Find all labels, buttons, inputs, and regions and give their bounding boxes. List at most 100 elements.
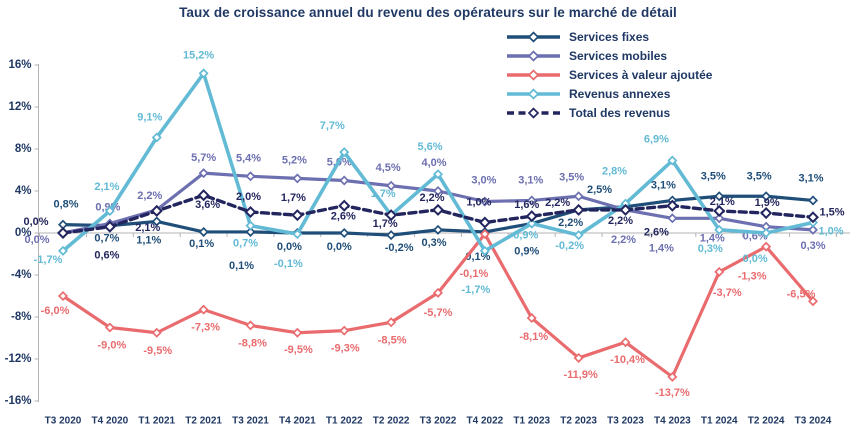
data-point-marker-total-des-revenus-9 — [478, 216, 491, 229]
data-label-revenus-annexes-6: 7,7% — [320, 120, 345, 132]
data-point-marker-services-fixes-3 — [198, 226, 209, 237]
data-label-total-des-revenus-8: 2,2% — [419, 192, 444, 204]
data-point-marker-revenus-annexes-4 — [245, 220, 256, 231]
data-point-marker-services-valeur-ajoutee-7 — [386, 317, 397, 328]
data-label-total-des-revenus-9: 1,0% — [466, 197, 491, 209]
data-point-marker-services-mobiles-9 — [479, 196, 490, 207]
data-label-total-des-revenus-15: 1,9% — [755, 197, 780, 209]
data-point-marker-total-des-revenus-10 — [525, 210, 538, 223]
data-label-services-valeur-ajoutee-6: -9,3% — [331, 343, 360, 355]
data-label-services-valeur-ajoutee-13: -13,7% — [655, 387, 690, 399]
data-label-services-fixes-1: 0,7% — [94, 233, 119, 245]
data-point-marker-revenus-annexes-3 — [198, 68, 209, 79]
data-label-revenus-annexes-12: 2,8% — [602, 166, 627, 178]
data-label-services-mobiles-12: 2,2% — [611, 234, 636, 246]
data-label-total-des-revenus-13: 2,6% — [644, 227, 669, 239]
data-point-marker-services-valeur-ajoutee-15 — [761, 241, 772, 252]
legend-label-services-fixes: Services fixes — [569, 30, 650, 44]
data-label-services-mobiles-4: 5,4% — [236, 152, 261, 164]
data-point-marker-revenus-annexes-0 — [57, 245, 69, 256]
data-label-total-des-revenus-3: 3,6% — [195, 199, 220, 211]
data-label-services-fixes-2: 1,1% — [136, 234, 161, 246]
data-label-services-fixes-0: 0,8% — [53, 199, 78, 211]
data-point-marker-services-fixes-6 — [339, 227, 350, 239]
data-label-services-valeur-ajoutee-7: -8,5% — [378, 334, 407, 346]
x-tick-label: T1 2021 — [138, 416, 175, 427]
data-label-services-mobiles-10: 3,1% — [518, 174, 543, 186]
data-point-marker-total-des-revenus-5 — [291, 209, 304, 222]
data-label-total-des-revenus-5: 1,7% — [281, 192, 306, 204]
legend-swatch-revenus-annexes — [507, 88, 560, 100]
data-label-total-des-revenus-14: 2,1% — [710, 196, 735, 208]
data-point-marker-services-fixes-4 — [245, 226, 256, 237]
data-label-services-mobiles-16: 0,3% — [800, 240, 825, 252]
data-label-services-valeur-ajoutee-10: -8,1% — [519, 331, 548, 343]
data-label-revenus-annexes-15: 0,0% — [743, 253, 768, 265]
data-point-marker-total-des-revenus-1 — [103, 220, 116, 233]
legend-marker-services-mobiles — [527, 50, 540, 62]
data-point-marker-services-valeur-ajoutee-16 — [807, 296, 819, 307]
data-point-marker-total-des-revenus-6 — [338, 199, 351, 212]
x-tick-label: T4 2023 — [654, 416, 691, 427]
data-point-marker-services-fixes-16 — [807, 195, 819, 206]
y-tick-label: 0% — [15, 227, 32, 239]
data-label-services-fixes-16: 3,1% — [798, 172, 823, 184]
legend-item-services-mobiles: Services mobiles — [506, 49, 712, 63]
y-tick-label: 8% — [15, 143, 32, 155]
data-label-services-fixes-4: 0,1% — [229, 260, 254, 272]
data-point-marker-services-fixes-7 — [386, 230, 397, 241]
data-label-services-valeur-ajoutee-0: -6,0% — [41, 305, 70, 317]
x-tick-label: T2 2023 — [560, 416, 597, 427]
legend-marker-services-fixes — [527, 31, 540, 43]
data-point-marker-total-des-revenus-0 — [56, 226, 70, 240]
y-tick-label: -12% — [5, 353, 32, 365]
legend-label-services-valeur-ajoutee: Services à valeur ajoutée — [569, 68, 713, 82]
x-tick-label: T3 2022 — [420, 416, 457, 427]
legend-swatch-services-mobiles — [507, 50, 560, 62]
data-point-marker-services-valeur-ajoutee-8 — [432, 287, 444, 298]
chart-title: Taux de croissance annuel du revenu des … — [179, 5, 677, 20]
data-point-marker-revenus-annexes-9 — [479, 245, 490, 256]
data-label-services-valeur-ajoutee-14: -3,7% — [713, 287, 742, 299]
series-line-services-valeur-ajoutee — [61, 232, 815, 379]
data-point-marker-revenus-annexes-14 — [714, 224, 725, 235]
data-label-services-valeur-ajoutee-5: -9,5% — [284, 344, 313, 356]
data-label-services-mobiles-3: 5,7% — [191, 152, 216, 164]
data-label-services-mobiles-13: 1,4% — [649, 242, 674, 254]
data-point-marker-revenus-annexes-6 — [339, 147, 350, 158]
data-label-total-des-revenus-10: 1,6% — [514, 199, 539, 211]
legend-item-total-des-revenus: Total des revenus — [506, 106, 712, 120]
y-tick-label: -8% — [11, 311, 31, 323]
data-label-total-des-revenus-4: 2,0% — [236, 191, 261, 203]
data-point-marker-revenus-annexes-1 — [104, 205, 115, 216]
data-point-marker-services-fixes-8 — [432, 224, 444, 235]
legend-swatch-services-fixes — [507, 31, 560, 43]
data-label-revenus-annexes-11: -0,2% — [555, 240, 584, 252]
data-point-marker-services-fixes-14 — [714, 191, 725, 202]
data-label-services-fixes-15: 3,5% — [747, 170, 772, 182]
data-point-marker-services-mobiles-5 — [292, 173, 303, 184]
data-point-marker-services-valeur-ajoutee-6 — [339, 325, 350, 336]
data-label-total-des-revenus-11: 2,2% — [545, 197, 570, 209]
data-point-marker-services-fixes-15 — [761, 191, 772, 202]
data-label-revenus-annexes-9: -1,7% — [462, 284, 491, 296]
legend-label-total-des-revenus: Total des revenus — [569, 106, 671, 120]
data-label-services-fixes-8: 0,3% — [421, 237, 446, 249]
data-label-services-valeur-ajoutee-2: -9,5% — [143, 345, 172, 357]
legend-item-services-fixes: Services fixes — [506, 30, 712, 44]
data-label-services-fixes-13: 3,1% — [651, 179, 676, 191]
data-label-revenus-annexes-7: 1,7% — [371, 188, 396, 200]
data-point-marker-total-des-revenus-2 — [150, 204, 163, 217]
data-label-services-mobiles-8: 4,0% — [421, 157, 446, 169]
data-label-revenus-annexes-2: 9,1% — [137, 111, 162, 123]
data-label-revenus-annexes-14: 0,3% — [698, 243, 723, 255]
data-point-marker-services-mobiles-10 — [526, 195, 537, 206]
data-point-marker-services-mobiles-16 — [807, 224, 819, 235]
data-point-marker-total-des-revenus-16 — [806, 211, 820, 224]
data-label-services-valeur-ajoutee-11: -11,9% — [564, 369, 598, 381]
data-point-marker-services-valeur-ajoutee-10 — [526, 313, 537, 324]
data-point-marker-services-mobiles-13 — [667, 213, 678, 224]
data-label-total-des-revenus-16: 1,5% — [819, 206, 844, 218]
data-point-marker-revenus-annexes-2 — [151, 132, 162, 143]
